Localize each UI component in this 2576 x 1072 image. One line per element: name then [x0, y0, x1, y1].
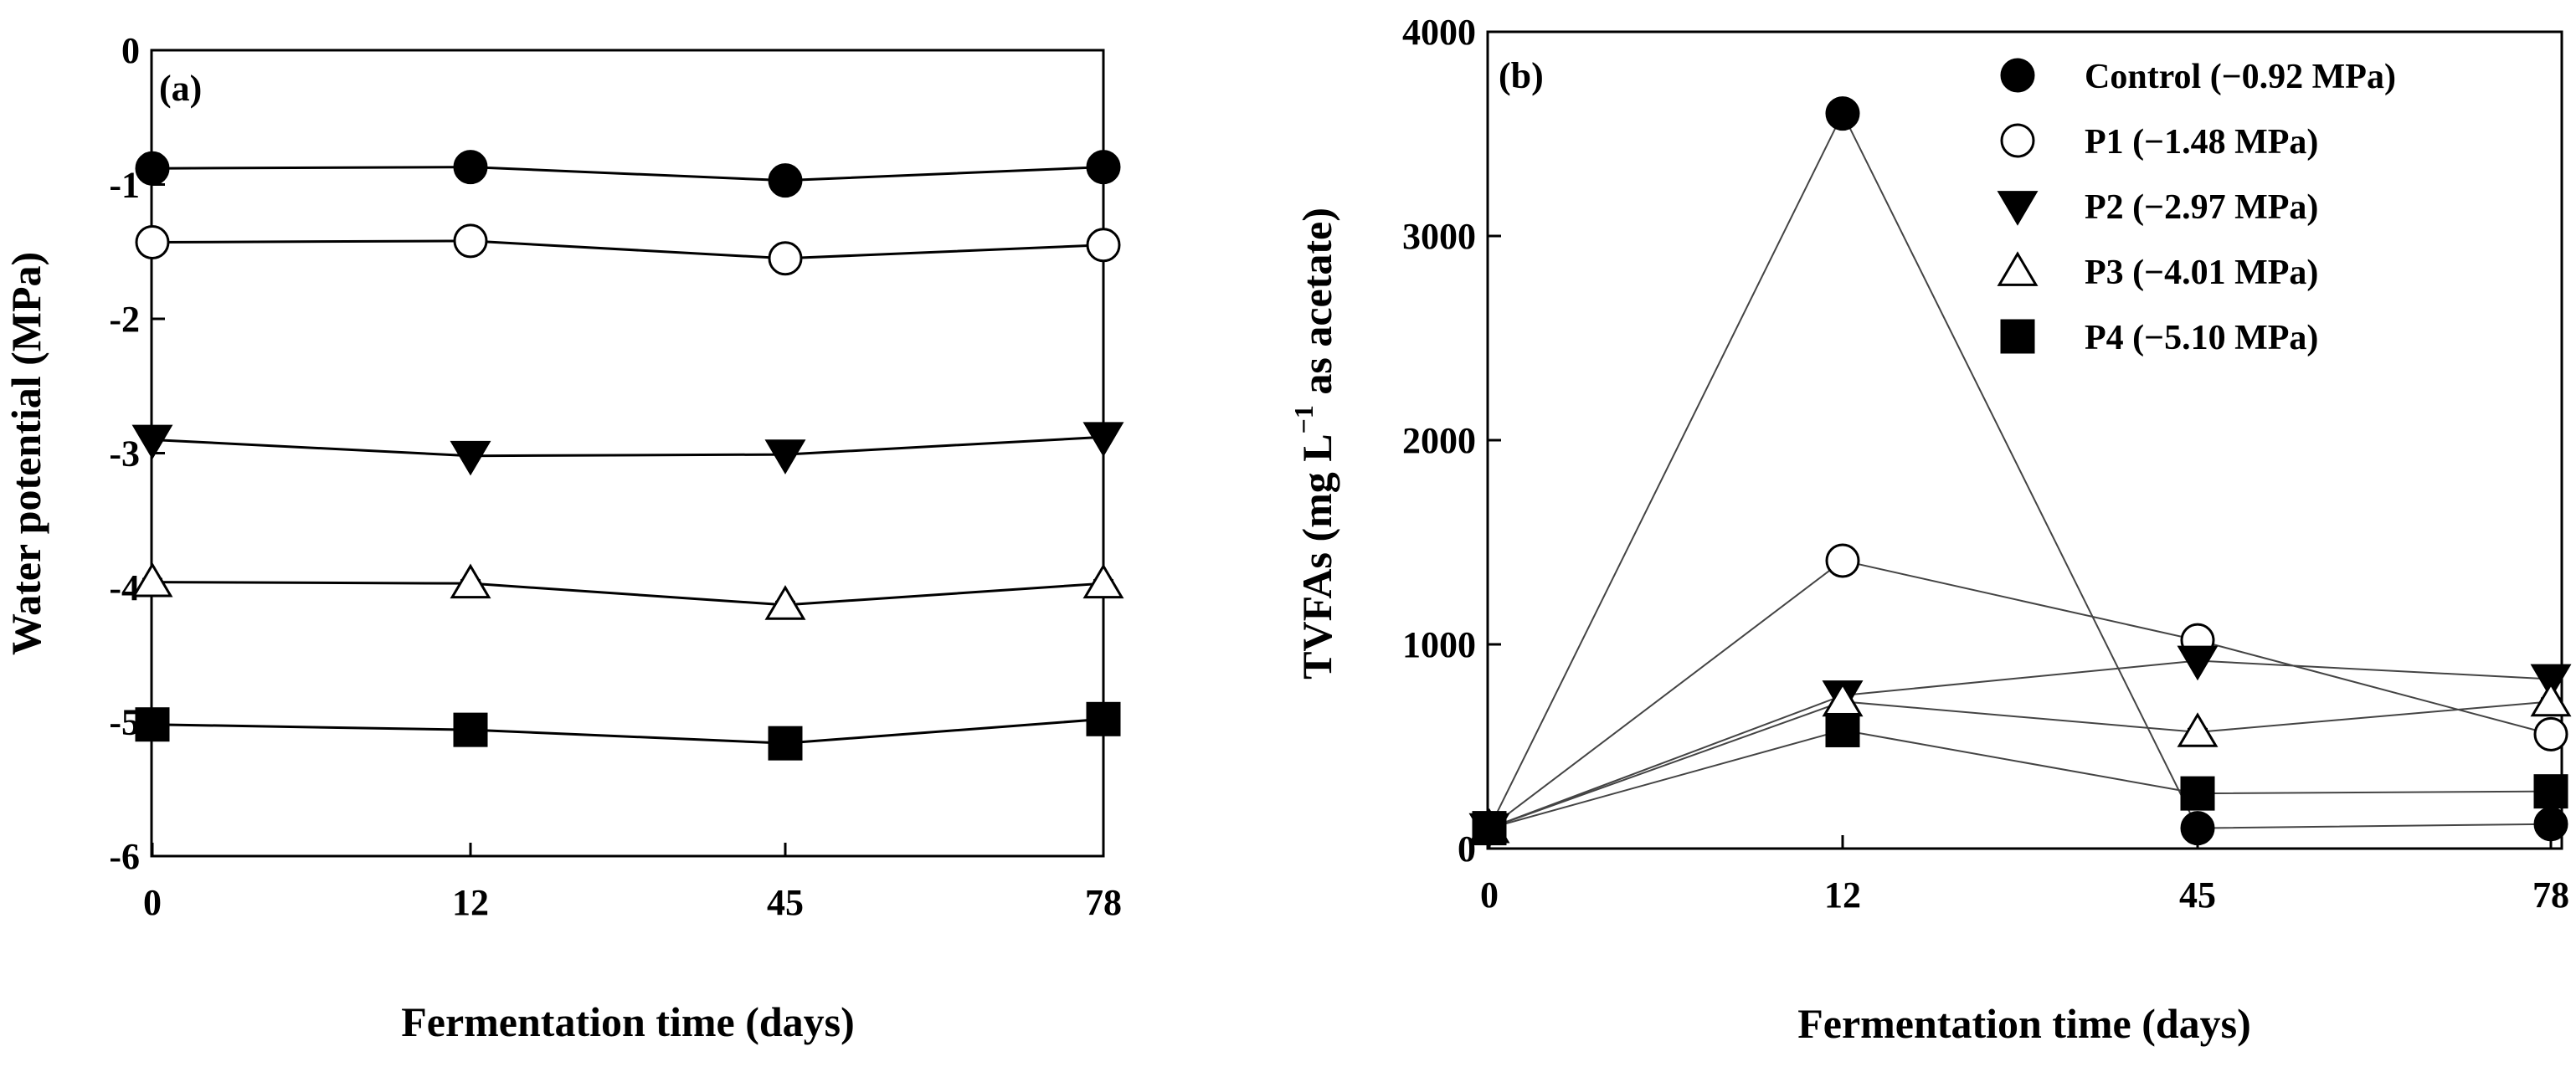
- data-point-p1: [1825, 543, 1860, 578]
- panel-a-x-axis-title: Fermentation time (days): [401, 998, 855, 1045]
- data-point-p3: [2177, 712, 2219, 747]
- panel-b-legend: Control (−0.92 MPa) P1 (−1.48 MPa) P2 (−2.…: [1997, 58, 2396, 357]
- panel-b-y-axis-title-superscript: −1: [1288, 405, 1319, 433]
- data-point-p2: [450, 440, 491, 476]
- y-tick-label: 3000: [1402, 216, 1476, 257]
- panel-a-y-axis-title: Water potential (MPa): [3, 252, 49, 655]
- series-line-p4: [1489, 729, 2552, 829]
- y-tick-label: 2000: [1402, 420, 1476, 461]
- data-point-p4: [2180, 776, 2215, 811]
- data-point-control: [2180, 811, 2215, 846]
- legend-label-p1: P1 (−1.48 MPa): [2085, 123, 2318, 162]
- data-point-p4: [1825, 712, 1860, 747]
- x-tick-label: 78: [1085, 882, 1122, 923]
- data-point-p4: [1472, 811, 1507, 846]
- panel-a-frame: [150, 49, 1105, 858]
- panel-a-label: (a): [159, 68, 202, 109]
- x-tick-label: 78: [2532, 875, 2569, 916]
- legend-marker-control: [2000, 58, 2035, 93]
- data-point-p4: [768, 726, 803, 761]
- data-point-p4: [1086, 701, 1121, 736]
- y-tick-label: 0: [1458, 828, 1476, 869]
- y-tick-label: 4000: [1402, 12, 1476, 53]
- data-point-control: [1825, 96, 1860, 131]
- data-point-p3: [2530, 681, 2572, 717]
- panel-b-label: (b): [1499, 55, 1544, 96]
- series-line-p1: [152, 239, 1104, 260]
- y-tick-label: -5: [109, 702, 140, 743]
- series-line-p2: [152, 435, 1104, 458]
- data-point-p4: [2533, 774, 2568, 809]
- panel-b-chart: 0 1000 2000 3000 4000 0 12 45 78 (b) Fermentatio…: [1288, 12, 2572, 1047]
- legend-label-p2: P2 (−2.97 MPa): [2085, 188, 2318, 227]
- data-point-p2: [2530, 664, 2572, 700]
- data-point-p3: [131, 562, 173, 598]
- data-point-control: [768, 163, 803, 198]
- y-tick-label: -6: [109, 836, 140, 877]
- y-tick-label: -4: [109, 567, 140, 608]
- data-point-p1: [768, 241, 803, 276]
- series-line-p2: [1489, 659, 2552, 829]
- y-tick-label: -1: [109, 165, 140, 206]
- data-point-p4: [135, 707, 170, 742]
- series-line-p1: [1489, 559, 2552, 829]
- data-point-p2: [764, 439, 806, 474]
- data-point-control: [1086, 150, 1121, 185]
- legend-marker-p3: [1997, 251, 2039, 286]
- data-point-p3: [450, 563, 491, 599]
- x-tick-label: 0: [143, 882, 162, 923]
- legend-marker-p4: [2000, 319, 2035, 354]
- data-point-control: [2533, 807, 2568, 842]
- data-point-control: [453, 150, 488, 185]
- data-point-p2: [1082, 422, 1124, 457]
- series-line-p4: [152, 717, 1104, 745]
- series-line-control: [152, 166, 1104, 182]
- x-tick-label: 0: [1480, 875, 1499, 916]
- data-point-p2: [131, 424, 173, 460]
- panel-b-x-axis-title: Fermentation time (days): [1797, 1000, 2251, 1047]
- y-tick-label: 1000: [1402, 624, 1476, 665]
- data-point-p2: [2177, 645, 2219, 681]
- panel-b-y-axis-title-tail: as acetate): [1293, 208, 1340, 405]
- y-tick-label: -2: [109, 299, 140, 340]
- y-tick-label: -3: [109, 433, 140, 474]
- x-tick-label: 12: [1824, 875, 1861, 916]
- legend-marker-p2: [1997, 191, 2039, 226]
- legend-marker-p1: [2000, 123, 2035, 158]
- data-point-control: [135, 151, 170, 186]
- y-tick-label: 0: [121, 30, 140, 71]
- legend-label-control: Control (−0.92 MPa): [2085, 58, 2396, 96]
- data-point-p1: [135, 225, 170, 260]
- panel-b-y-axis-title-main: TVFAs (mg L: [1293, 433, 1340, 680]
- data-point-p3: [764, 585, 806, 620]
- data-point-p1: [1086, 228, 1121, 263]
- panel-b-y-axis-title: TVFAs (mg L−1 as acetate): [1288, 208, 1340, 680]
- data-point-p1: [453, 223, 488, 259]
- data-point-p1: [2533, 716, 2568, 751]
- series-line-p3: [152, 581, 1104, 607]
- legend-label-p4: P4 (−5.10 MPa): [2085, 319, 2318, 357]
- data-point-p3: [1082, 563, 1124, 599]
- x-tick-label: 12: [452, 882, 489, 923]
- x-tick-label: 45: [767, 882, 804, 923]
- data-point-p4: [453, 712, 488, 747]
- series-line-p3: [1489, 700, 2552, 829]
- x-tick-label: 45: [2179, 875, 2216, 916]
- legend-label-p3: P3 (−4.01 MPa): [2085, 254, 2318, 292]
- panel-a-chart: 0-1-2-3-4-5-60 12 45 78 (a) Fermentation ti…: [3, 30, 1124, 1045]
- series-line-control: [1489, 111, 2552, 829]
